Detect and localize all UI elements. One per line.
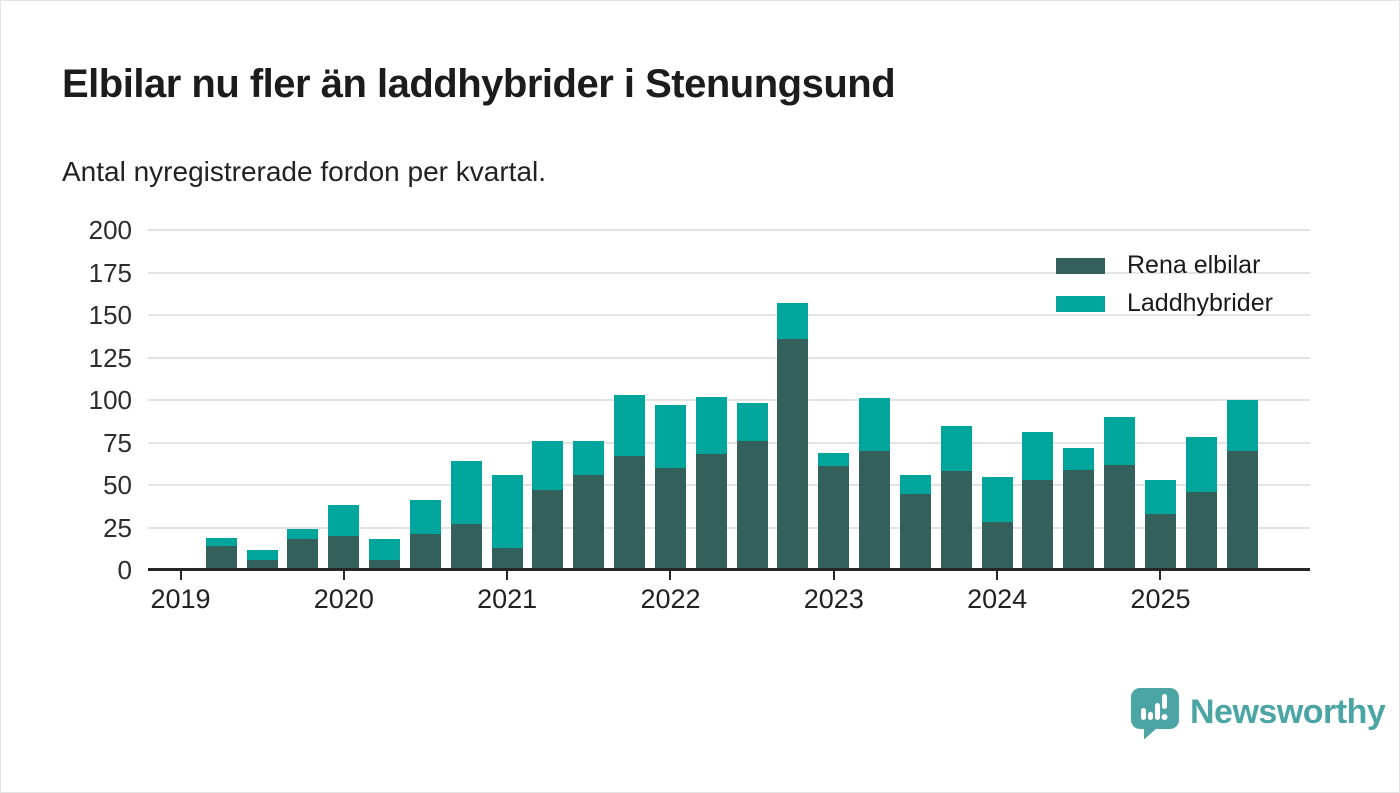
- x-tick: [342, 571, 345, 580]
- legend-label: Laddhybrider: [1127, 289, 1273, 317]
- branding: Newsworthy: [1130, 687, 1386, 745]
- bar-segment-rena-elbilar: [450, 524, 482, 570]
- y-tick-label: 25: [103, 512, 132, 543]
- bar-segment-rena-elbilar: [205, 546, 237, 570]
- bar-segment-rena-elbilar: [695, 454, 727, 570]
- bar-segment-laddhybrider: [246, 549, 278, 560]
- bar-segment-rena-elbilar: [1185, 491, 1217, 570]
- x-tick-label: 2019: [150, 584, 211, 614]
- bar-segment-laddhybrider: [532, 440, 564, 491]
- x-tick: [996, 571, 999, 580]
- y-tick-label: 175: [88, 257, 132, 288]
- gridline: [148, 229, 1310, 231]
- bar-segment-rena-elbilar: [736, 440, 768, 570]
- gridline: [148, 441, 1310, 444]
- gridline: [148, 399, 1310, 401]
- bar-segment-laddhybrider: [940, 425, 972, 472]
- legend-item-laddhybrider: Laddhybrider: [1056, 289, 1273, 317]
- y-tick-label: 0: [117, 555, 132, 585]
- bar-segment-rena-elbilar: [899, 493, 931, 570]
- bar-segment-laddhybrider: [450, 461, 482, 525]
- bar-segment-rena-elbilar: [287, 539, 319, 570]
- x-tick: [669, 571, 672, 580]
- x-tick-label: 2021: [477, 584, 538, 614]
- bar-segment-laddhybrider: [573, 440, 605, 475]
- bar-segment-laddhybrider: [328, 505, 360, 536]
- chart-subtitle: Antal nyregistrerade fordon per kvartal.: [62, 156, 547, 187]
- x-tick: [1159, 571, 1162, 580]
- bar-segment-laddhybrider: [1104, 417, 1136, 465]
- bar-segment-rena-elbilar: [369, 559, 401, 570]
- bar-segment-laddhybrider: [777, 303, 809, 339]
- legend: Rena elbilar Laddhybrider: [1056, 251, 1273, 329]
- bar-segment-laddhybrider: [1144, 479, 1176, 514]
- bar-segment-rena-elbilar: [981, 522, 1013, 570]
- brand-name: Newsworthy: [1190, 693, 1386, 731]
- bar-segment-rena-elbilar: [614, 456, 646, 570]
- bar-segment-rena-elbilar: [1226, 451, 1258, 570]
- gridline: [148, 271, 1310, 274]
- bar-segment-laddhybrider: [736, 403, 768, 441]
- bar-segment-rena-elbilar: [328, 536, 360, 570]
- bar-segment-rena-elbilar: [573, 474, 605, 570]
- bar-segment-rena-elbilar: [940, 471, 972, 570]
- y-tick-label: 200: [88, 215, 132, 245]
- gridline: [148, 314, 1310, 316]
- bar-segment-laddhybrider: [981, 476, 1013, 523]
- bar-segment-rena-elbilar: [859, 451, 891, 570]
- bar-segment-rena-elbilar: [1063, 469, 1095, 570]
- bar-segment-rena-elbilar: [777, 338, 809, 570]
- bar-segment-rena-elbilar: [532, 490, 564, 570]
- x-tick-label: 2020: [313, 584, 374, 614]
- bar-segment-rena-elbilar: [818, 466, 850, 570]
- bar-segment-laddhybrider: [859, 398, 891, 451]
- page-title: Elbilar nu fler än laddhybrider i Stenun…: [62, 62, 896, 106]
- bar-segment-rena-elbilar: [409, 534, 441, 570]
- newsworthy-logo-icon: [1130, 687, 1180, 745]
- gridline: [148, 356, 1310, 359]
- x-tick: [179, 571, 182, 580]
- y-tick-label: 150: [88, 300, 132, 330]
- gridline: [148, 484, 1310, 486]
- x-tick-label: 2024: [967, 584, 1028, 614]
- bar-segment-laddhybrider: [899, 474, 931, 494]
- bar-segment-laddhybrider: [1022, 432, 1054, 480]
- x-axis-line: [148, 568, 1310, 571]
- bar-segment-rena-elbilar: [1144, 513, 1176, 570]
- gridline: [148, 526, 1310, 529]
- y-tick-label: 100: [88, 385, 132, 415]
- bar-segment-laddhybrider: [818, 452, 850, 467]
- bar-segment-rena-elbilar: [491, 547, 523, 570]
- bar-segment-laddhybrider: [654, 405, 686, 468]
- bar-segment-laddhybrider: [1063, 447, 1095, 470]
- legend-label: Rena elbilar: [1127, 251, 1261, 279]
- bar-segment-rena-elbilar: [1022, 479, 1054, 570]
- y-tick-label: 50: [103, 470, 132, 500]
- bar-segment-rena-elbilar: [1104, 464, 1136, 570]
- x-tick-label: 2025: [1130, 584, 1191, 614]
- y-tick-label: 75: [103, 427, 132, 458]
- bar-segment-laddhybrider: [409, 500, 441, 535]
- bar-segment-laddhybrider: [1226, 400, 1258, 451]
- y-tick-label: 125: [88, 342, 132, 373]
- x-tick-label: 2023: [803, 584, 864, 614]
- bar-segment-laddhybrider: [205, 537, 237, 547]
- x-tick: [832, 571, 835, 580]
- bar-segment-rena-elbilar: [246, 559, 278, 570]
- bar-segment-laddhybrider: [491, 474, 523, 548]
- bar-segment-laddhybrider: [695, 396, 727, 455]
- legend-item-rena-elbilar: Rena elbilar: [1056, 251, 1273, 279]
- x-tick: [506, 571, 509, 580]
- bar-segment-laddhybrider: [287, 529, 319, 540]
- plot-area: [148, 229, 1310, 570]
- bar-segment-laddhybrider: [369, 539, 401, 560]
- bar-segment-laddhybrider: [1185, 437, 1217, 492]
- bar-segment-rena-elbilar: [654, 468, 686, 570]
- rena-elbilar-swatch: [1056, 257, 1105, 274]
- bar-segment-laddhybrider: [614, 394, 646, 457]
- laddhybrider-swatch: [1056, 295, 1105, 312]
- x-tick-label: 2022: [640, 584, 701, 614]
